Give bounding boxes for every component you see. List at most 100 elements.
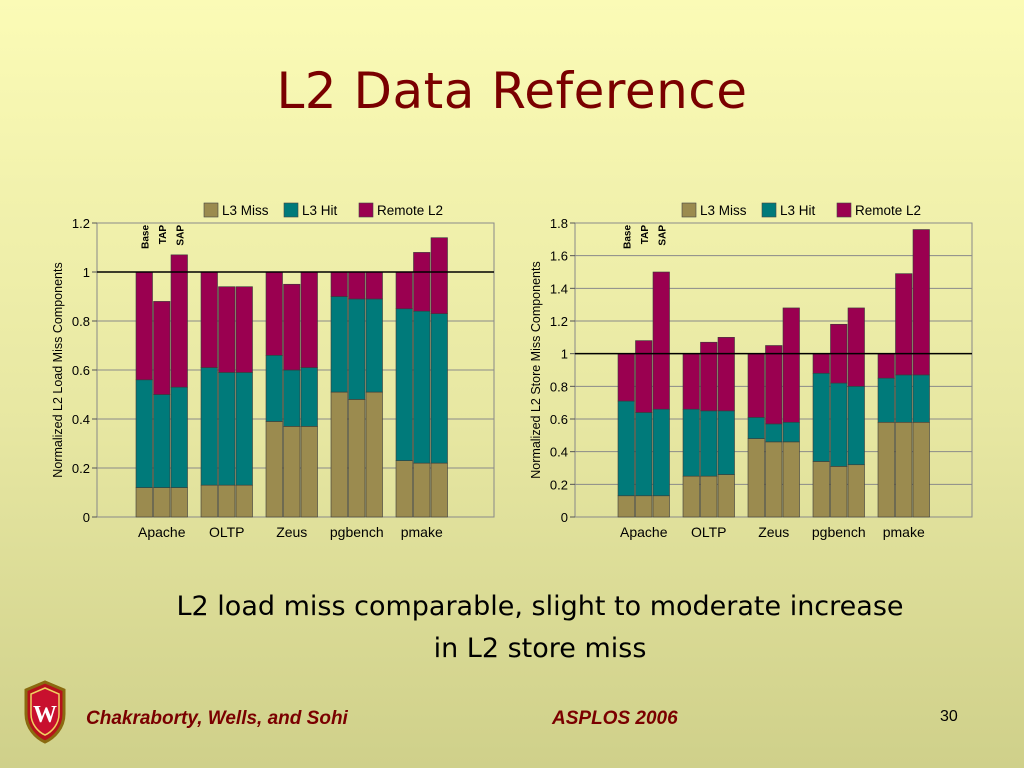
svg-text:W: W xyxy=(33,702,57,728)
legend-swatch xyxy=(203,202,219,218)
bar-pgbench-base-l3-miss xyxy=(812,461,830,518)
legend-entry: L3 Hit xyxy=(302,203,338,218)
bar-pmake-tap-l3-miss xyxy=(413,462,431,518)
bar-pgbench-sap-l3-miss xyxy=(847,464,865,518)
legend-entry: Remote L2 xyxy=(377,203,443,218)
y-tick-label: 1 xyxy=(561,347,568,362)
bar-pgbench-sap-remote-l2 xyxy=(847,307,865,387)
bar-pgbench-base-remote-l2 xyxy=(812,353,830,374)
bar-pmake-sap-l3-miss xyxy=(430,462,448,518)
legend-swatch xyxy=(681,202,697,218)
bar-label: SAP xyxy=(175,225,186,246)
bar-apache-sap-remote-l2 xyxy=(170,254,188,388)
bar-pgbench-base-l3-hit xyxy=(812,372,830,462)
y-tick-label: 0.2 xyxy=(550,477,568,492)
y-tick-label: 0 xyxy=(561,510,568,525)
bar-pmake-base-remote-l2 xyxy=(395,271,413,310)
bar-apache-sap-l3-hit xyxy=(652,408,670,497)
bar-apache-base-l3-miss xyxy=(135,487,153,518)
y-tick-label: 0.4 xyxy=(550,445,568,460)
bar-oltp-base-l3-miss xyxy=(682,475,700,518)
bar-pgbench-tap-l3-miss xyxy=(348,399,366,518)
bar-zeus-base-l3-miss xyxy=(747,438,765,518)
caption-line-1: L2 load miss comparable, slight to moder… xyxy=(176,591,904,622)
bar-zeus-tap-l3-miss xyxy=(765,441,783,518)
bar-apache-base-remote-l2 xyxy=(135,271,153,381)
bar-apache-tap-l3-hit xyxy=(635,412,653,497)
bar-apache-base-l3-hit xyxy=(617,400,635,497)
bar-zeus-base-l3-miss xyxy=(265,421,283,518)
bar-pgbench-base-l3-miss xyxy=(330,391,348,518)
legend-entry: Remote L2 xyxy=(855,203,921,218)
chart-store-miss: 0 0.2 0.4 0.6 0.8 1 1.2 1.4 1.6 1.8 Normalized L2 … xyxy=(529,202,973,540)
y-tick-label: 1.2 xyxy=(550,314,568,329)
bar-pmake-tap-l3-hit xyxy=(413,310,431,464)
bar-pgbench-sap-remote-l2 xyxy=(365,271,383,300)
legend-swatch xyxy=(836,202,852,218)
bar-pmake-tap-l3-hit xyxy=(895,374,913,423)
bar-apache-tap-remote-l2 xyxy=(153,301,171,395)
x-group-label: Apache xyxy=(620,524,668,540)
bar-apache-base-remote-l2 xyxy=(617,353,635,402)
bar-zeus-sap-remote-l2 xyxy=(300,271,318,368)
bar-zeus-base-l3-hit xyxy=(265,354,283,422)
bar-oltp-sap-l3-hit xyxy=(235,372,253,486)
bar-pmake-sap-l3-hit xyxy=(430,313,448,464)
bar-apache-sap-remote-l2 xyxy=(652,271,670,410)
caption-line-2: in L2 store miss xyxy=(433,633,647,664)
bar-pmake-base-l3-miss xyxy=(395,460,413,518)
y-tick-label: 1.4 xyxy=(550,281,568,296)
bar-pgbench-base-remote-l2 xyxy=(330,271,348,297)
bar-oltp-base-l3-hit xyxy=(682,408,700,477)
bar-zeus-sap-l3-hit xyxy=(300,367,318,427)
bar-oltp-base-remote-l2 xyxy=(200,271,218,368)
bar-zeus-base-l3-hit xyxy=(747,417,765,439)
bar-apache-sap-l3-hit xyxy=(170,386,188,488)
legend-entry: L3 Miss xyxy=(222,203,269,218)
y-tick-label: 0.8 xyxy=(72,314,90,329)
bar-pgbench-tap-l3-hit xyxy=(830,382,848,467)
x-group-label: Apache xyxy=(138,524,186,540)
bar-pmake-tap-l3-miss xyxy=(895,421,913,518)
x-group-label: Zeus xyxy=(276,524,307,540)
legend-entry: L3 Hit xyxy=(780,203,816,218)
bar-pmake-sap-remote-l2 xyxy=(912,229,930,376)
y-tick-label: 0.2 xyxy=(72,461,90,476)
bar-pmake-sap-remote-l2 xyxy=(430,237,448,314)
bar-pgbench-sap-l3-hit xyxy=(847,386,865,466)
bar-zeus-sap-l3-hit xyxy=(782,421,800,443)
slide-caption: L2 load miss comparable, slight to moder… xyxy=(100,586,980,670)
bar-pgbench-base-l3-hit xyxy=(330,296,348,393)
bar-pgbench-sap-l3-hit xyxy=(365,298,383,393)
footer-authors: Chakraborty, Wells, and Sohi xyxy=(86,708,348,729)
x-group-label: pgbench xyxy=(812,524,866,540)
legend-entry: L3 Miss xyxy=(700,203,747,218)
bar-zeus-base-remote-l2 xyxy=(747,353,765,418)
x-group-label: pmake xyxy=(883,524,925,540)
y-axis-label: Normalized L2 Store Miss Components xyxy=(529,261,543,478)
bar-oltp-base-l3-miss xyxy=(200,484,218,518)
x-group-label: OLTP xyxy=(691,524,727,540)
bar-pgbench-tap-remote-l2 xyxy=(348,271,366,300)
bar-apache-base-l3-miss xyxy=(617,495,635,518)
bar-oltp-sap-l3-miss xyxy=(235,484,253,518)
bar-apache-tap-remote-l2 xyxy=(635,340,653,413)
bar-oltp-sap-l3-miss xyxy=(717,474,735,518)
y-tick-label: 1 xyxy=(83,265,90,280)
bar-apache-sap-l3-miss xyxy=(170,487,188,518)
y-tick-label: 0.6 xyxy=(550,412,568,427)
bar-oltp-sap-remote-l2 xyxy=(717,337,735,412)
bar-pgbench-tap-l3-miss xyxy=(830,466,848,518)
bar-label: SAP xyxy=(657,225,668,246)
bar-apache-tap-l3-hit xyxy=(153,394,171,488)
bar-zeus-tap-remote-l2 xyxy=(765,345,783,425)
bar-apache-tap-l3-miss xyxy=(153,487,171,518)
bar-pgbench-tap-l3-hit xyxy=(348,298,366,400)
bar-zeus-base-remote-l2 xyxy=(265,271,283,356)
bar-label: TAP xyxy=(158,225,169,245)
y-tick-label: 0.4 xyxy=(72,412,90,427)
y-tick-label: 1.2 xyxy=(72,216,90,231)
bar-zeus-sap-l3-miss xyxy=(300,426,318,518)
x-group-label: OLTP xyxy=(209,524,245,540)
